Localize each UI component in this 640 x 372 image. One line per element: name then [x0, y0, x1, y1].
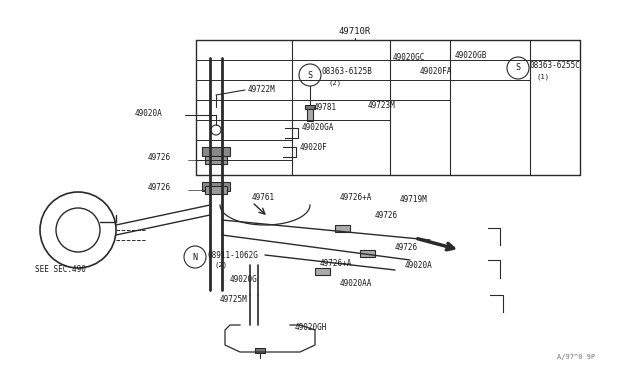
Text: 49726+A: 49726+A: [320, 259, 353, 267]
Bar: [205, 156, 227, 164]
Text: S: S: [515, 64, 520, 73]
Text: 49726: 49726: [375, 211, 398, 219]
Text: 49020GA: 49020GA: [302, 124, 334, 132]
Text: 49761: 49761: [252, 193, 275, 202]
Text: 49020A: 49020A: [405, 260, 433, 269]
Text: 49020G: 49020G: [230, 276, 258, 285]
Text: 49722M: 49722M: [248, 86, 276, 94]
Text: N: N: [193, 253, 198, 262]
Text: 49020F: 49020F: [300, 142, 328, 151]
Text: (1): (1): [536, 74, 549, 80]
Text: A/97^0 9P: A/97^0 9P: [557, 354, 595, 360]
Bar: [202, 147, 230, 156]
Text: 49020GH: 49020GH: [295, 324, 328, 333]
Bar: [205, 186, 227, 194]
Text: SEE SEC.490: SEE SEC.490: [35, 266, 86, 275]
Bar: [307, 109, 313, 121]
Text: 08363-6125B: 08363-6125B: [322, 67, 373, 77]
Bar: [305, 105, 315, 109]
Text: 08911-1062G: 08911-1062G: [208, 250, 259, 260]
Text: 49726+A: 49726+A: [340, 193, 372, 202]
Text: 49020GC: 49020GC: [393, 54, 426, 62]
Text: 49719M: 49719M: [400, 196, 428, 205]
Text: 49020FA: 49020FA: [420, 67, 452, 77]
Bar: [315, 268, 330, 275]
Bar: [202, 182, 230, 191]
Text: 08363-6255C: 08363-6255C: [530, 61, 581, 70]
Text: 49020AA: 49020AA: [340, 279, 372, 288]
Text: 49726: 49726: [395, 244, 418, 253]
Text: 49726: 49726: [148, 154, 171, 163]
Text: 49725M: 49725M: [220, 295, 248, 305]
Text: 49710R: 49710R: [339, 28, 371, 36]
Text: 49726: 49726: [148, 183, 171, 192]
Text: 49020GB: 49020GB: [455, 51, 488, 60]
Text: 49781: 49781: [314, 103, 337, 112]
Text: (2): (2): [214, 262, 227, 268]
Bar: [255, 348, 265, 353]
Text: 49723M: 49723M: [368, 100, 396, 109]
Text: S: S: [307, 71, 312, 80]
Bar: [360, 250, 375, 257]
Text: (2): (2): [328, 80, 341, 86]
Text: 49020A: 49020A: [135, 109, 163, 118]
Bar: [335, 225, 350, 232]
